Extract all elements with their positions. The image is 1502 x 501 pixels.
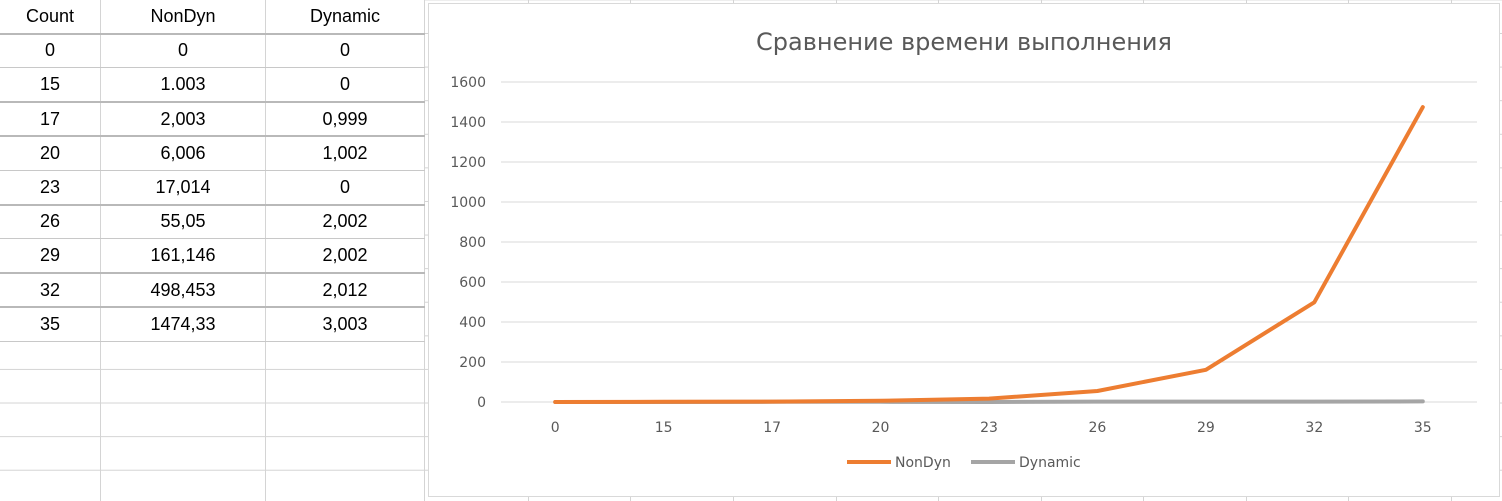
header-count[interactable]: Count — [0, 0, 101, 35]
cell-nondyn[interactable]: 2,003 — [100, 101, 266, 138]
x-tick-label: 26 — [1089, 420, 1107, 436]
table-row: 26 55,05 2,002 — [0, 204, 425, 240]
y-tick-label: 1600 — [450, 75, 486, 91]
table-row: 20 6,006 1,002 — [0, 136, 425, 171]
table-row: 15 1.003 0 — [0, 67, 425, 103]
cell-nondyn[interactable]: 1474,33 — [100, 307, 266, 342]
data-table: Count NonDyn Dynamic 0 0 0 15 1.003 0 17… — [0, 0, 425, 342]
y-tick-label: 200 — [459, 355, 486, 371]
table-row: 0 0 0 — [0, 33, 425, 69]
cell-nondyn[interactable]: 17,014 — [100, 170, 266, 206]
cell-nondyn[interactable]: 498,453 — [100, 272, 266, 309]
x-tick-label: 20 — [872, 420, 890, 436]
legend-label-dynamic[interactable]: Dynamic — [1019, 455, 1081, 471]
y-tick-label: 800 — [459, 235, 486, 251]
table-row: 29 161,146 2,002 — [0, 238, 425, 274]
cell-nondyn[interactable]: 161,146 — [100, 238, 266, 274]
cell-dynamic[interactable]: 0,999 — [265, 101, 425, 138]
cell-dynamic[interactable]: 3,003 — [265, 307, 425, 342]
cell-nondyn[interactable]: 1.003 — [100, 67, 266, 103]
x-tick-label: 23 — [980, 420, 998, 436]
y-tick-label: 1400 — [450, 115, 486, 131]
header-dynamic[interactable]: Dynamic — [265, 0, 425, 35]
series-line-nondyn[interactable] — [553, 105, 1425, 404]
x-tick-label: 32 — [1305, 420, 1323, 436]
x-tick-label: 35 — [1414, 420, 1432, 436]
x-tick-label: 29 — [1197, 420, 1215, 436]
cell-dynamic[interactable]: 2,002 — [265, 238, 425, 274]
x-tick-label: 0 — [551, 420, 560, 436]
table-row: 35 1474,33 3,003 — [0, 307, 425, 342]
y-axis-ticks: 0 200 400 600 800 1000 1200 1400 1600 — [450, 75, 486, 411]
cell-dynamic[interactable]: 2,002 — [265, 204, 425, 240]
header-nondyn[interactable]: NonDyn — [100, 0, 266, 35]
cell-count[interactable]: 15 — [0, 67, 101, 103]
y-tick-label: 0 — [477, 395, 486, 411]
x-axis-ticks: 0 15 17 20 23 26 29 32 35 — [551, 420, 1432, 436]
y-tick-label: 400 — [459, 315, 486, 331]
chart-svg: Сравнение времени выполнения 02004006008… — [450, 28, 1477, 471]
table-row: 17 2,003 0,999 — [0, 101, 425, 138]
line-chart[interactable]: Сравнение времени выполнения 0 200 400 600 8… — [428, 3, 1500, 497]
cell-count[interactable]: 0 — [0, 33, 101, 69]
cell-count[interactable]: 32 — [0, 272, 101, 309]
cell-dynamic[interactable]: 2,012 — [265, 272, 425, 309]
y-tick-label: 1000 — [450, 195, 486, 211]
chart-series — [553, 105, 1425, 404]
cell-count[interactable]: 23 — [0, 170, 101, 206]
cell-dynamic[interactable]: 0 — [265, 170, 425, 206]
cell-count[interactable]: 29 — [0, 238, 101, 274]
table-row: 32 498,453 2,012 — [0, 272, 425, 309]
cell-nondyn[interactable]: 0 — [100, 33, 266, 69]
legend-label-nondyn[interactable]: NonDyn — [895, 455, 951, 471]
cell-dynamic[interactable]: 1,002 — [265, 136, 425, 171]
cell-count[interactable]: 26 — [0, 204, 101, 240]
table-header-row: Count NonDyn Dynamic — [0, 0, 425, 35]
y-tick-label: 600 — [459, 275, 486, 291]
chart-gridlines — [501, 81, 1477, 403]
chart-title: Сравнение времени выполнения — [756, 28, 1172, 56]
cell-nondyn[interactable]: 6,006 — [100, 136, 266, 171]
chart-legend: NonDyn Dynamic — [847, 455, 1081, 471]
x-tick-label: 17 — [763, 420, 781, 436]
cell-count[interactable]: 20 — [0, 136, 101, 171]
table-row: 23 17,014 0 — [0, 170, 425, 206]
cell-dynamic[interactable]: 0 — [265, 67, 425, 103]
y-tick-label: 1200 — [450, 155, 486, 171]
x-tick-label: 15 — [655, 420, 673, 436]
cell-count[interactable]: 35 — [0, 307, 101, 342]
cell-nondyn[interactable]: 55,05 — [100, 204, 266, 240]
cell-dynamic[interactable]: 0 — [265, 33, 425, 69]
cell-count[interactable]: 17 — [0, 101, 101, 138]
